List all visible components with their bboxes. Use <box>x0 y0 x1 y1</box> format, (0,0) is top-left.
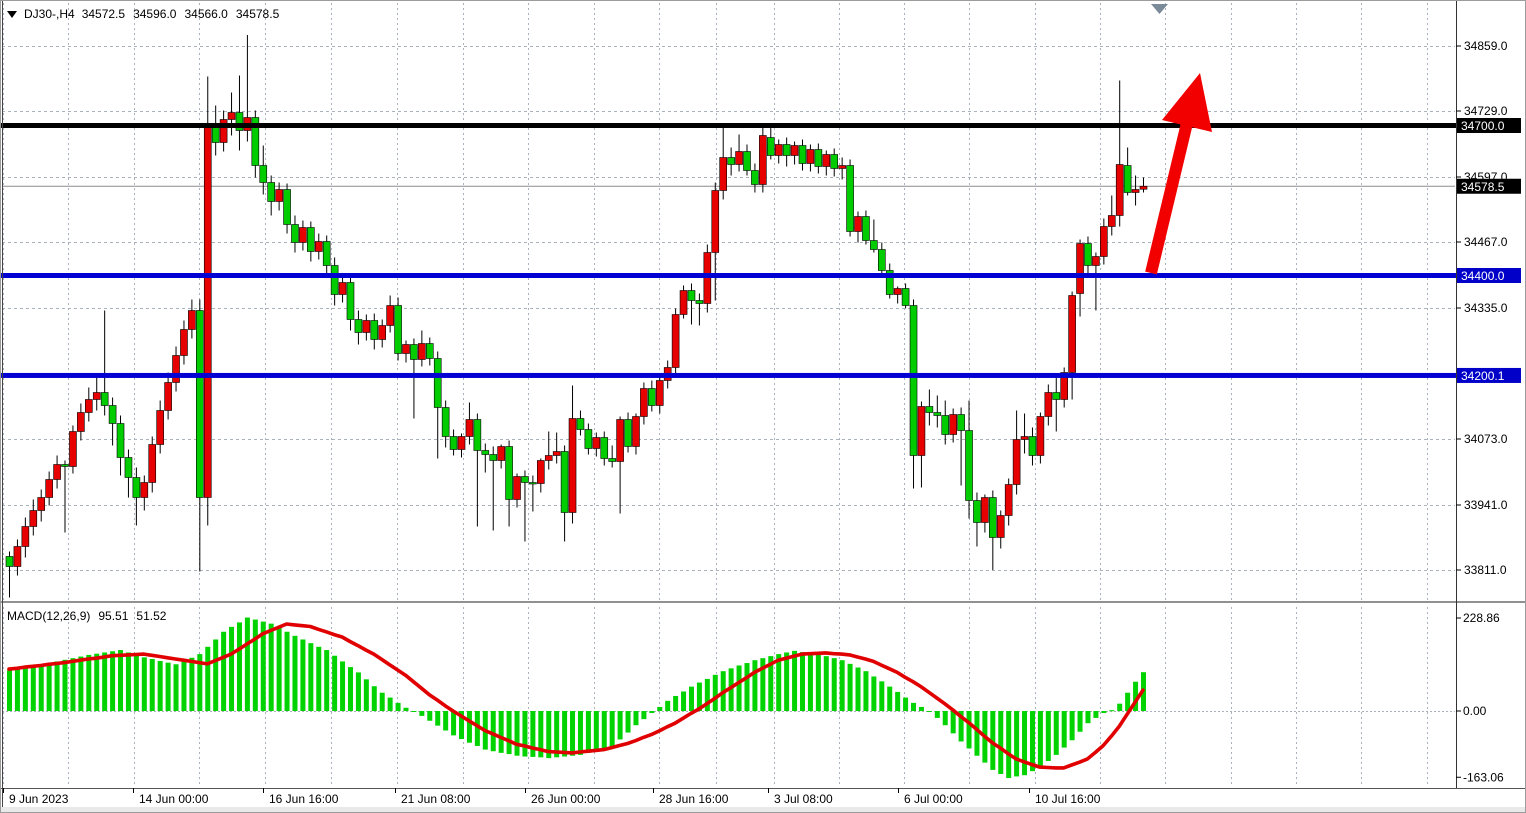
time-tick-label: 26 Jun 00:00 <box>531 792 601 806</box>
close-value: 34578.5 <box>235 7 280 21</box>
macd-tick-label: -163.06 <box>1463 770 1504 784</box>
price-badge-34200.1 <box>1457 367 1521 383</box>
price-tick-label: 34467.0 <box>1464 235 1508 249</box>
high-value: 34596.0 <box>133 7 177 21</box>
time-tick-label: 3 Jul 08:00 <box>774 792 833 806</box>
level-lines[interactable] <box>1 123 1456 378</box>
price-badge-text: 34400.0 <box>1461 269 1505 283</box>
price-badge-34400.0 <box>1457 268 1521 283</box>
time-tick-label: 9 Jun 2023 <box>9 792 69 806</box>
macd-main-value: 95.51 <box>98 609 129 623</box>
time-axis[interactable]: 9 Jun 2023 14 Jun 00:00 16 Jun 16:00 21 Jun… <box>3 788 1101 806</box>
macd-indicator-label: MACD(12,26,9) 95.51 51.52 <box>7 609 166 623</box>
arrow-shaft[interactable] <box>1145 121 1193 275</box>
price-tick-label: 34729.0 <box>1464 104 1508 118</box>
price-tick-label: 34335.0 <box>1464 301 1508 315</box>
symbol-period-label: DJ30-,H4 <box>24 7 75 21</box>
open-value: 34572.5 <box>81 7 126 21</box>
trend-arrow-annotation[interactable] <box>1145 73 1212 275</box>
macd-axis[interactable]: 228.86 0.00 -163.06 <box>1456 611 1504 784</box>
macd-tick-label: 0.00 <box>1463 704 1487 718</box>
price-badge-text: 34200.1 <box>1461 369 1505 383</box>
price-badge-34578.5 <box>1457 178 1521 194</box>
bottom-strip <box>1 807 1525 812</box>
arrow-head-icon[interactable] <box>1162 73 1212 132</box>
price-badge-text: 34700.0 <box>1461 119 1505 133</box>
ohlc-readout: 34572.5 34596.0 34566.0 34578.5 <box>82 7 280 21</box>
symbol-dropdown-icon[interactable] <box>7 10 17 18</box>
level-line-34400.0[interactable] <box>1 273 1456 278</box>
level-line-34700.0[interactable] <box>1 123 1456 128</box>
macd-tick-label: 228.86 <box>1463 611 1500 625</box>
level-line-34200.1[interactable] <box>1 372 1456 378</box>
chart-shift-marker-icon[interactable] <box>1151 4 1168 14</box>
candlestick-series[interactable] <box>5 35 1148 598</box>
macd-signal-value: 51.52 <box>136 609 167 623</box>
price-tick-label: 34073.0 <box>1464 432 1508 446</box>
low-value: 34566.0 <box>184 7 228 21</box>
grid-lines <box>2 3 1455 787</box>
macd-name: MACD(12,26,9) <box>7 609 91 623</box>
symbol-info-bar[interactable]: DJ30-,H4 34572.5 34596.0 34566.0 34578.5 <box>7 7 279 21</box>
price-axis[interactable]: 34859.034729.034597.034467.034335.034073… <box>1456 39 1521 577</box>
macd-signal-line <box>7 622 1145 770</box>
price-tick-label: 33811.0 <box>1464 563 1507 577</box>
price-badge-34700.0 <box>1457 118 1521 133</box>
time-tick-label: 14 Jun 00:00 <box>139 792 209 806</box>
time-tick-label: 10 Jul 16:00 <box>1035 792 1101 806</box>
time-tick-label: 28 Jun 16:00 <box>659 792 729 806</box>
price-badge-text: 34578.5 <box>1461 180 1505 194</box>
price-tick-label: 34859.0 <box>1464 39 1508 53</box>
time-tick-label: 6 Jul 00:00 <box>904 792 963 806</box>
macd-histogram <box>7 617 1146 779</box>
price-tick-label: 33941.0 <box>1464 498 1508 512</box>
time-tick-label: 16 Jun 16:00 <box>269 792 339 806</box>
panel-separator[interactable] <box>1 601 1526 603</box>
time-tick-label: 21 Jun 08:00 <box>401 792 471 806</box>
